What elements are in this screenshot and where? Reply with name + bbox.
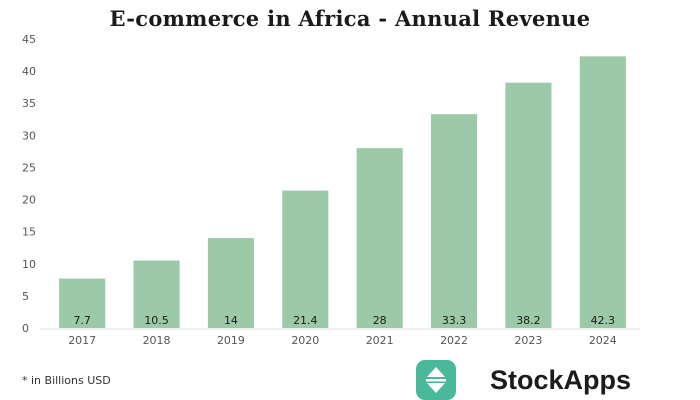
y-tick-label: 0 xyxy=(22,322,29,335)
x-tick-label: 2018 xyxy=(143,334,171,347)
data-label: 10.5 xyxy=(144,314,169,327)
x-tick-label: 2019 xyxy=(217,334,245,347)
bar xyxy=(133,260,180,328)
x-tick-label: 2024 xyxy=(589,334,617,347)
data-label: 42.3 xyxy=(591,314,616,327)
x-tick-label: 2017 xyxy=(68,334,96,347)
bar xyxy=(207,238,254,328)
y-tick-label: 5 xyxy=(22,290,29,303)
bar xyxy=(431,114,478,328)
data-label: 33.3 xyxy=(442,314,467,327)
x-tick-label: 2023 xyxy=(514,334,542,347)
x-tick-label: 2021 xyxy=(366,334,394,347)
data-label: 28 xyxy=(373,314,387,327)
y-tick-label: 40 xyxy=(22,65,36,78)
bar xyxy=(579,56,626,329)
y-tick-label: 45 xyxy=(22,33,36,46)
data-label: 14 xyxy=(224,314,238,327)
chart-title: E-commerce in Africa - Annual Revenue xyxy=(109,6,591,31)
y-tick-label: 30 xyxy=(22,129,36,142)
data-label: 7.7 xyxy=(73,314,91,327)
y-tick-label: 15 xyxy=(22,226,36,239)
y-tick-label: 20 xyxy=(22,194,36,207)
brand-name: StockApps xyxy=(490,364,632,395)
brand: StockApps xyxy=(416,360,631,400)
y-tick-label: 25 xyxy=(22,161,36,174)
bar xyxy=(505,82,552,328)
bar xyxy=(282,190,329,328)
data-label: 21.4 xyxy=(293,314,318,327)
y-tick-label: 35 xyxy=(22,97,36,110)
up-down-arrows-icon xyxy=(416,360,456,400)
y-tick-label: 10 xyxy=(22,258,36,271)
bar-chart: 0 5 10 15 20 25 30 35 40 45 7.7 2017 10.5 2018 14 2019 2… xyxy=(22,33,640,347)
data-label: 38.2 xyxy=(516,314,541,327)
x-tick-label: 2020 xyxy=(291,334,319,347)
bar xyxy=(356,148,403,328)
bar xyxy=(59,278,106,328)
x-tick-label: 2022 xyxy=(440,334,468,347)
footnote: * in Billions USD xyxy=(22,374,111,387)
